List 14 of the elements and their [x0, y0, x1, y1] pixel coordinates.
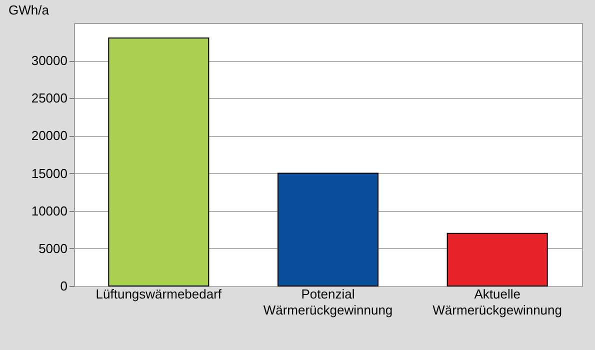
y-tick-label: 10000: [31, 203, 68, 218]
x-tick-label: Lüftungswärmebedarf: [96, 286, 222, 302]
bar: [108, 38, 210, 286]
y-tick-label: 5000: [38, 240, 68, 256]
y-axis-title: GWh/a: [8, 2, 50, 18]
x-tick-label: Aktuelle Wärmerückgewinnung: [432, 286, 562, 318]
x-tick-label: Potenzial Wärmerückgewinnung: [263, 286, 393, 318]
y-tick-label: 25000: [31, 90, 68, 106]
y-tick-label: 0: [60, 278, 68, 294]
bar: [446, 232, 548, 286]
y-tick-label: 20000: [31, 128, 68, 144]
bar: [278, 172, 378, 286]
y-tick-label: 15000: [31, 166, 68, 181]
y-tick-label: 30000: [31, 53, 68, 68]
